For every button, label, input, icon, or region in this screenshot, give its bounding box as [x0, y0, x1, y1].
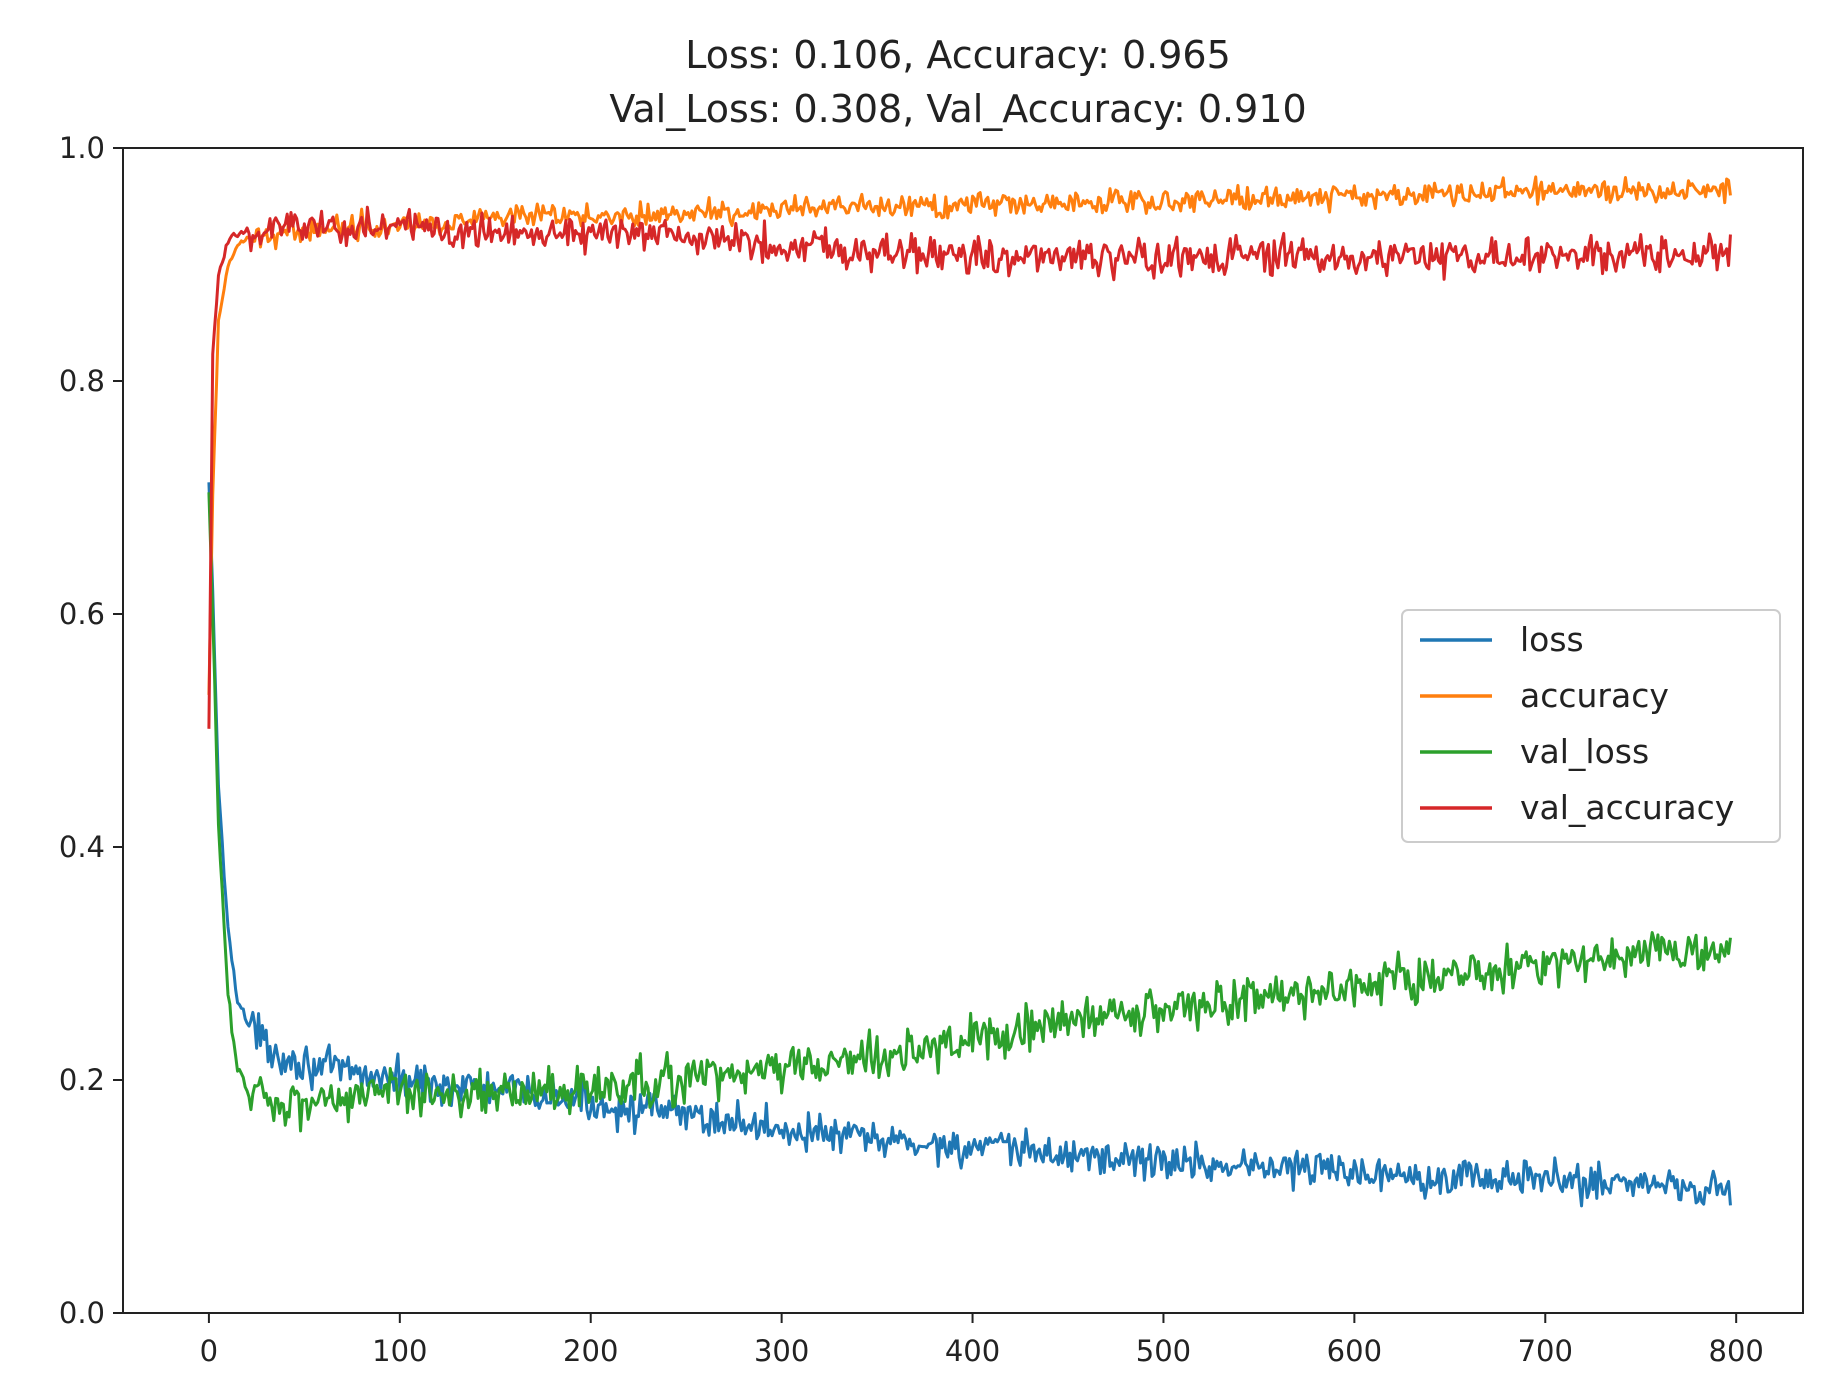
x-tick-label: 400 — [945, 1334, 1000, 1368]
legend-label-accuracy: accuracy — [1520, 676, 1669, 715]
x-tick-label: 700 — [1518, 1334, 1573, 1368]
x-tick-label: 0 — [200, 1334, 218, 1368]
y-tick-label: 0.4 — [59, 830, 105, 864]
legend-box — [1401, 609, 1781, 843]
legend: loss accuracy val_loss val_accuracy — [1401, 609, 1781, 843]
legend-label-loss: loss — [1520, 620, 1584, 659]
y-tick-label: 1.0 — [59, 131, 105, 165]
y-tick-label: 0.8 — [59, 364, 105, 398]
series-lines — [207, 175, 1732, 1208]
x-axis-ticks: 0 100 200 300 400 500 600 700 800 — [200, 1313, 1764, 1368]
x-tick-label: 100 — [372, 1334, 427, 1368]
y-axis-ticks: 0.0 0.2 0.4 0.6 0.8 1.0 — [59, 131, 123, 1330]
chart-title-line-1: Loss: 0.106, Accuracy: 0.965 — [685, 33, 1231, 77]
y-tick-label: 0.6 — [59, 597, 105, 631]
series-line-accuracy — [207, 175, 1732, 695]
x-tick-label: 600 — [1327, 1334, 1382, 1368]
series-line-val_accuracy — [207, 205, 1732, 729]
chart-title-line-2: Val_Loss: 0.308, Val_Accuracy: 0.910 — [609, 87, 1306, 131]
x-tick-label: 200 — [563, 1334, 618, 1368]
x-tick-label: 300 — [754, 1334, 809, 1368]
x-tick-label: 500 — [1136, 1334, 1191, 1368]
y-tick-label: 0.2 — [59, 1063, 105, 1097]
legend-label-val_loss: val_loss — [1520, 732, 1649, 771]
legend-label-val_accuracy: val_accuracy — [1520, 788, 1734, 827]
series-line-loss — [207, 482, 1732, 1208]
plot-area-frame — [122, 147, 1804, 1314]
legend-items: loss accuracy val_loss val_accuracy — [1420, 620, 1734, 827]
x-tick-label: 800 — [1709, 1334, 1764, 1368]
series-line-val_loss — [207, 492, 1732, 1133]
y-tick-label: 0.0 — [59, 1296, 105, 1330]
